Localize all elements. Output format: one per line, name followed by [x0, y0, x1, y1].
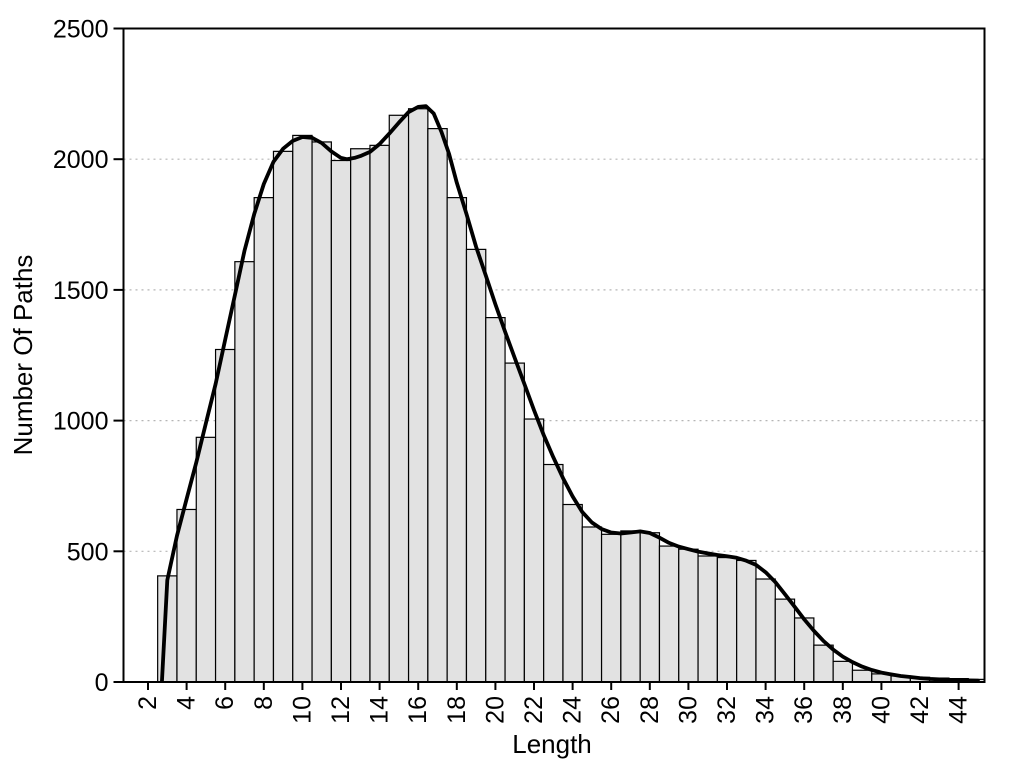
histogram-bar — [523, 418, 545, 683]
axis-ticks — [113, 27, 960, 690]
x-tick-label: 28 — [636, 696, 664, 724]
histogram-bar — [562, 503, 583, 683]
histogram-bar — [176, 508, 197, 683]
x-tick-label: 20 — [481, 696, 509, 724]
histogram-bar — [658, 545, 680, 683]
histogram-bar — [755, 578, 776, 683]
density-curve-layer — [159, 104, 980, 683]
x-tick-label: 4 — [173, 696, 201, 710]
y-tick-label: 500 — [67, 538, 109, 566]
histogram-bar — [195, 436, 217, 683]
x-tick-label: 36 — [790, 696, 818, 724]
x-tick-label: 32 — [713, 696, 741, 724]
histogram-bar — [504, 362, 525, 683]
x-tick-label: 30 — [674, 696, 702, 724]
histogram-bar — [543, 463, 564, 683]
histogram-bar — [639, 532, 661, 683]
x-tick-label: 24 — [559, 696, 587, 724]
y-tick-label: 0 — [95, 669, 109, 697]
histogram-bar — [697, 555, 718, 683]
histogram-bar — [446, 197, 468, 683]
y-axis-title: Number Of Paths — [8, 255, 38, 456]
plot-border — [122, 27, 986, 683]
histogram-bar — [214, 348, 236, 683]
x-tick-label: 34 — [752, 696, 780, 724]
x-tick-label: 22 — [520, 696, 548, 724]
histogram-bar — [234, 261, 255, 683]
y-tick-label: 2500 — [53, 16, 109, 44]
x-tick-label: 44 — [945, 696, 973, 724]
histogram-bar — [292, 134, 313, 683]
histogram-bar — [716, 556, 738, 683]
y-tick-label: 1000 — [53, 408, 109, 436]
histogram-bar — [427, 128, 448, 683]
histogram-bar — [774, 598, 796, 683]
x-tick-label: 18 — [443, 696, 471, 724]
x-tick-label: 8 — [250, 696, 278, 710]
histogram-bar — [813, 644, 834, 683]
histogram-bar — [832, 660, 854, 683]
histogram-bar — [407, 108, 429, 683]
histogram-bars — [157, 108, 984, 683]
x-tick-label: 14 — [366, 696, 394, 724]
density-curve — [159, 104, 980, 683]
histogram-bar — [581, 526, 603, 683]
histogram-bar — [311, 141, 332, 683]
y-tick-label: 1500 — [53, 277, 109, 305]
x-tick-label: 16 — [404, 696, 432, 724]
histogram-bar — [736, 559, 757, 683]
histogram-bar — [330, 159, 352, 683]
x-tick-label: 40 — [867, 696, 895, 724]
x-tick-label: 38 — [829, 696, 857, 724]
histogram-bar — [678, 548, 699, 683]
x-tick-label: 10 — [288, 696, 316, 724]
x-tick-label: 2 — [134, 696, 162, 710]
x-tick-label: 26 — [597, 696, 625, 724]
histogram-bar — [485, 317, 506, 683]
x-tick-label: 12 — [327, 696, 355, 724]
histogram-bar — [388, 114, 410, 683]
x-tick-label: 42 — [906, 696, 934, 724]
y-tick-label: 2000 — [53, 146, 109, 174]
histogram-bar — [350, 148, 371, 683]
histogram-bar — [851, 669, 873, 683]
x-axis-title: Length — [512, 729, 592, 759]
histogram-bar — [620, 530, 641, 683]
histogram-bar — [253, 197, 275, 683]
histogram-bar — [465, 248, 487, 683]
histogram-bar — [272, 150, 294, 683]
histogram-bar — [369, 144, 390, 683]
x-tick-label: 6 — [211, 696, 239, 710]
histogram-bar — [600, 533, 622, 683]
